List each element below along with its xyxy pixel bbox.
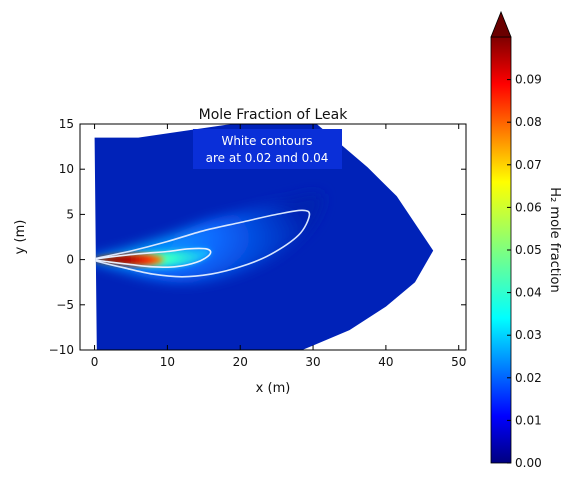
contour-line-0.04 [94, 247, 212, 269]
colorbar-tick-label: 0.04 [515, 286, 542, 300]
plot-frame [79, 123, 467, 351]
x-tick-label: 30 [305, 355, 320, 369]
axes: 0 10 20 30 40 50 −10 −5 0 5 10 15 [49, 117, 467, 369]
annotation-line-1: White contours [221, 134, 312, 148]
y-axis-label: y (m) [13, 220, 28, 255]
colorbar-ticks: 0.00 0.01 0.02 0.03 0.04 0.05 0.06 0.07 0.08 0.09 [507, 73, 542, 470]
colorbar-label: H₂ mole fraction [547, 187, 562, 292]
x-tick-label: 50 [451, 355, 466, 369]
y-tick-label: −5 [56, 298, 74, 312]
y-tick-label: 10 [59, 162, 74, 176]
annotation-box [193, 129, 342, 169]
x-axis-label: x (m) [256, 381, 291, 396]
x-tick-label: 20 [233, 355, 248, 369]
x-tick-label: 0 [91, 355, 99, 369]
x-tick-label: 10 [160, 355, 175, 369]
y-tick-label: 0 [66, 253, 74, 267]
colorbar-tick-label: 0.00 [515, 456, 542, 470]
colorbar-tick-label: 0.03 [515, 328, 542, 342]
concentration-field [94, 124, 434, 350]
y-tick-label: 5 [66, 207, 74, 221]
colorbar-tick-label: 0.09 [515, 73, 542, 87]
chart-title: Mole Fraction of Leak [199, 107, 349, 123]
colorbar-tick-label: 0.05 [515, 243, 542, 257]
contour-line-0.02 [94, 209, 311, 278]
annotation-line-2: are at 0.02 and 0.04 [206, 151, 329, 165]
colorbar: 0.00 0.01 0.02 0.03 0.04 0.05 0.06 0.07 0.08 0.09… [490, 10, 562, 470]
colorbar-extend-arrow [490, 10, 512, 38]
colorbar-tick-label: 0.01 [515, 413, 542, 427]
colorbar-tick-label: 0.06 [515, 200, 542, 214]
y-tick-label: −10 [49, 343, 74, 357]
x-tick-label: 40 [378, 355, 393, 369]
colorbar-tick-label: 0.02 [515, 371, 542, 385]
contour-annotation: White contours are at 0.02 and 0.04 [193, 129, 342, 169]
y-tick-label: 15 [59, 117, 74, 131]
colorbar-tick-label: 0.07 [515, 158, 542, 172]
colorbar-tick-label: 0.08 [515, 115, 542, 129]
